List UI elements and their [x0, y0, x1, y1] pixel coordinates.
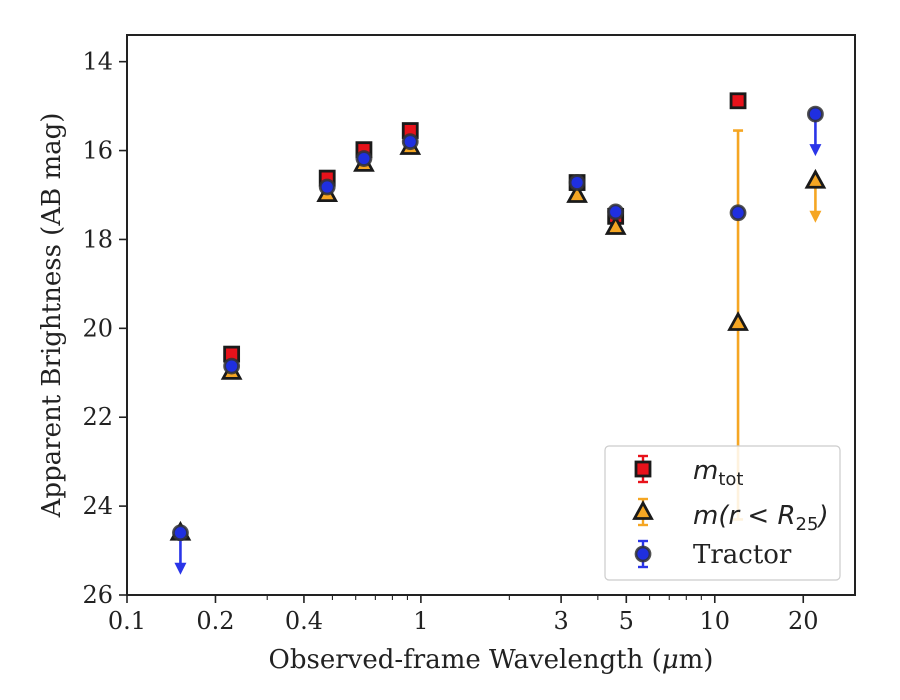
- point-tractor-6: [607, 203, 625, 221]
- point-mr25-8: [804, 168, 827, 189]
- x-axis-label: Observed-frame Wavelength (μm): [269, 645, 714, 675]
- point-mr25-5: [566, 183, 588, 203]
- x-axis: 0.1 0.2 0.4 1 3 5 10 20: [108, 595, 819, 635]
- y-tick-label-3: 20: [82, 314, 113, 342]
- legend: mtot m(r < R25) Tractor: [604, 445, 841, 581]
- y-tick-label-0: 14: [82, 48, 113, 76]
- point-tractor-8-upper-limit-head: [809, 144, 822, 157]
- legend-marker-mr25: [632, 500, 654, 520]
- legend-label-mr25: m(r < R25): [693, 501, 829, 535]
- point-tractor-5: [568, 174, 586, 191]
- y-tick-label-2: 18: [82, 225, 113, 253]
- series-tractor: [172, 105, 824, 575]
- point-tractor-0: [172, 524, 189, 542]
- point-tractor-1: [223, 357, 241, 375]
- point-tractor-0-upper-limit-head: [174, 562, 187, 575]
- legend-marker-tractor: [634, 545, 652, 563]
- x-tick-label-5: 5: [619, 607, 634, 635]
- y-tick-label-5: 24: [82, 492, 113, 520]
- x-tick-label-2: 0.4: [285, 607, 323, 635]
- point-mr25-8-upper-limit-head: [809, 210, 822, 223]
- y-tick-label-6: 26: [82, 581, 113, 609]
- point-tractor-3: [355, 150, 373, 167]
- x-tick-label-6: 10: [700, 607, 731, 635]
- y-axis-label: Apparent Brightness (AB mag): [37, 113, 67, 519]
- x-tick-label-0: 0.1: [108, 607, 146, 635]
- y-tick-label-4: 22: [82, 403, 113, 431]
- point-tractor-4: [401, 133, 419, 151]
- x-tick-label-4: 3: [553, 607, 568, 635]
- legend-label-mtot: mtot: [693, 456, 743, 490]
- plot-frame: [126, 34, 856, 596]
- legend-marker-mtot: [634, 460, 652, 478]
- legend-box: [604, 445, 841, 581]
- point-tractor-7: [729, 204, 747, 222]
- y-tick-label-1: 16: [82, 137, 113, 165]
- point-mtot-6: [729, 92, 747, 110]
- point-mr25-7: [727, 311, 749, 331]
- point-tractor-2: [318, 178, 336, 196]
- legend-label-tractor: Tractor: [693, 540, 792, 570]
- x-tick-label-7: 20: [788, 607, 819, 635]
- point-tractor-8: [807, 105, 824, 123]
- legend-entries: [632, 454, 654, 569]
- x-tick-label-3: 1: [413, 607, 428, 635]
- y-axis: 14 16 18 20 22 24 26: [82, 48, 127, 609]
- point-mr25-6: [604, 215, 627, 235]
- x-tick-label-1: 0.2: [196, 607, 234, 635]
